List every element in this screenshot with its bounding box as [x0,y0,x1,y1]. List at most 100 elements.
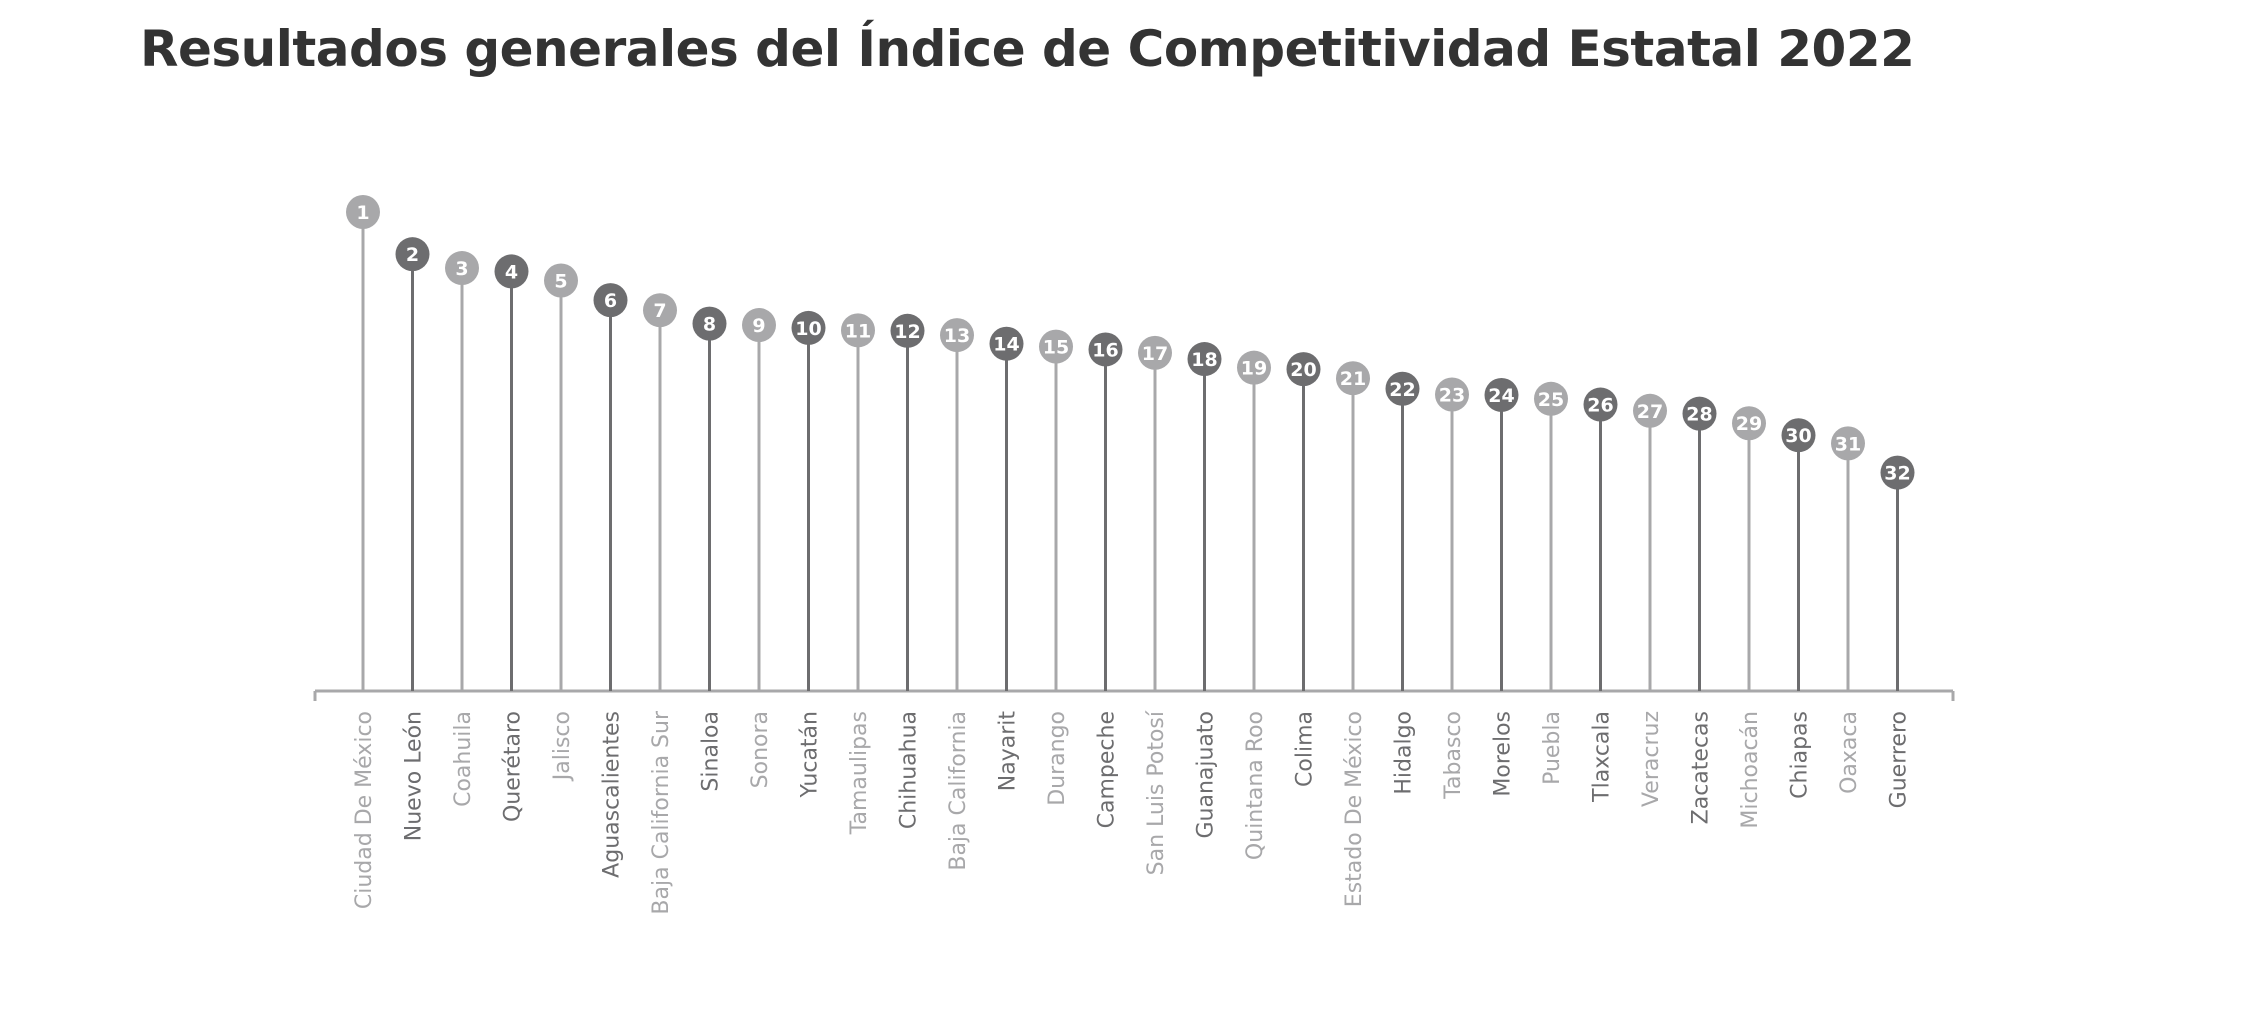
rank-label: 28 [1686,404,1712,426]
rank-marker [1633,393,1667,428]
category-label: Sinaloa [699,711,724,792]
rank-marker [1880,455,1915,490]
rank-label: 8 [703,314,716,336]
rank-marker [1781,418,1816,453]
x-axis [313,689,1955,701]
category-label: Coahuila [451,711,476,807]
rank-label: 14 [993,334,1019,356]
rank-marker [791,310,826,345]
rank-marker [1187,342,1222,377]
rank-label: 5 [554,270,567,292]
rank-marker [445,251,479,286]
rank-label: 13 [944,325,970,347]
category-label: Baja California [946,711,971,871]
category-label: Ciudad De México [352,711,377,909]
category-label: Tlaxcala [1590,711,1615,803]
rank-marker [692,306,727,341]
rank-marker [1732,406,1766,441]
category-label: Hidalgo [1392,711,1417,795]
category-label: Durango [1045,711,1070,806]
rank-marker [593,283,628,318]
rank-marker [1831,426,1865,461]
rank-label: 22 [1389,379,1415,401]
category-label: Sonora [748,711,773,788]
category-label: Zacatecas [1689,711,1714,824]
category-label: Guanajuato [1194,711,1219,839]
category-label: Chiapas [1788,711,1813,799]
markers: 123 4 56 78 9 10 11 12 13 14 15 16 17 18 19 20 21 22 23 24 2… [346,195,1915,490]
rank-label: 20 [1290,359,1316,381]
rank-marker [890,313,925,348]
rank-label: 11 [845,320,871,342]
category-label: Oaxaca [1837,711,1862,794]
rank-label: 9 [752,315,765,337]
category-label: Aguascalientes [600,711,625,878]
rank-marker [940,318,974,353]
category-labels: Ciudad De México Nuevo León Coahuila Querét… [352,710,1912,915]
rank-label: 26 [1587,395,1613,417]
category-label: Quintana Roo [1243,711,1268,860]
category-label: Baja California Sur [649,710,674,915]
rank-label: 7 [653,300,666,322]
category-label: Nuevo León [402,711,427,841]
rank-label: 4 [505,261,518,283]
rank-marker [1583,387,1618,422]
rank-label: 19 [1241,358,1267,380]
category-label: Campeche [1095,711,1120,828]
rank-label: 12 [894,321,920,343]
rank-marker [395,237,430,272]
rank-label: 3 [455,258,468,280]
category-label: Tabasco [1441,711,1466,800]
rank-label: 15 [1043,337,1069,359]
rank-marker [1237,350,1271,385]
rank-marker [1435,377,1469,412]
rank-label: 27 [1637,401,1663,423]
category-label: Yucatán [798,711,823,799]
category-label: Michoacán [1738,711,1763,829]
category-label: Chihuahua [897,711,922,829]
category-label: San Luis Potosí [1144,710,1169,875]
rank-label: 32 [1884,463,1910,485]
category-label: Puebla [1540,711,1565,785]
rank-marker [1682,396,1717,431]
rank-marker [1385,371,1420,406]
rank-label: 23 [1439,384,1465,406]
category-label: Estado De México [1342,711,1367,907]
chart-title: Resultados generales del Índice de Compe… [140,20,1915,78]
stems [361,212,1899,691]
rank-marker [1088,332,1123,367]
rank-label: 25 [1538,389,1564,411]
rank-marker [1286,352,1321,387]
rank-label: 24 [1488,385,1514,407]
category-label: Tamaulipas [847,711,872,835]
rank-label: 1 [356,202,369,224]
category-label: Nayarit [996,711,1021,792]
category-label: Jalisco [550,711,575,782]
rank-marker [1484,377,1519,412]
rank-marker [742,308,776,343]
category-label: Veracruz [1639,711,1664,807]
rank-marker [1336,361,1370,396]
rank-label: 29 [1736,413,1762,435]
rank-label: 21 [1340,368,1366,390]
category-label: Querétaro [501,711,526,822]
rank-label: 31 [1835,433,1861,455]
rank-label: 16 [1092,339,1118,361]
rank-marker [1039,329,1073,364]
category-label: Guerrero [1887,711,1912,808]
rank-label: 18 [1191,349,1217,371]
rank-label: 30 [1785,425,1811,447]
rank-marker [544,263,578,298]
rank-label: 10 [795,318,821,340]
rank-marker [841,313,875,348]
category-label: Colima [1293,711,1318,787]
rank-label: 2 [406,244,419,266]
rank-marker [1138,335,1172,370]
category-label: Morelos [1491,711,1516,797]
rank-marker [643,293,677,328]
rank-marker [989,326,1024,361]
rank-label: 17 [1142,343,1168,365]
rank-marker [346,195,380,229]
rank-marker [1534,381,1568,416]
